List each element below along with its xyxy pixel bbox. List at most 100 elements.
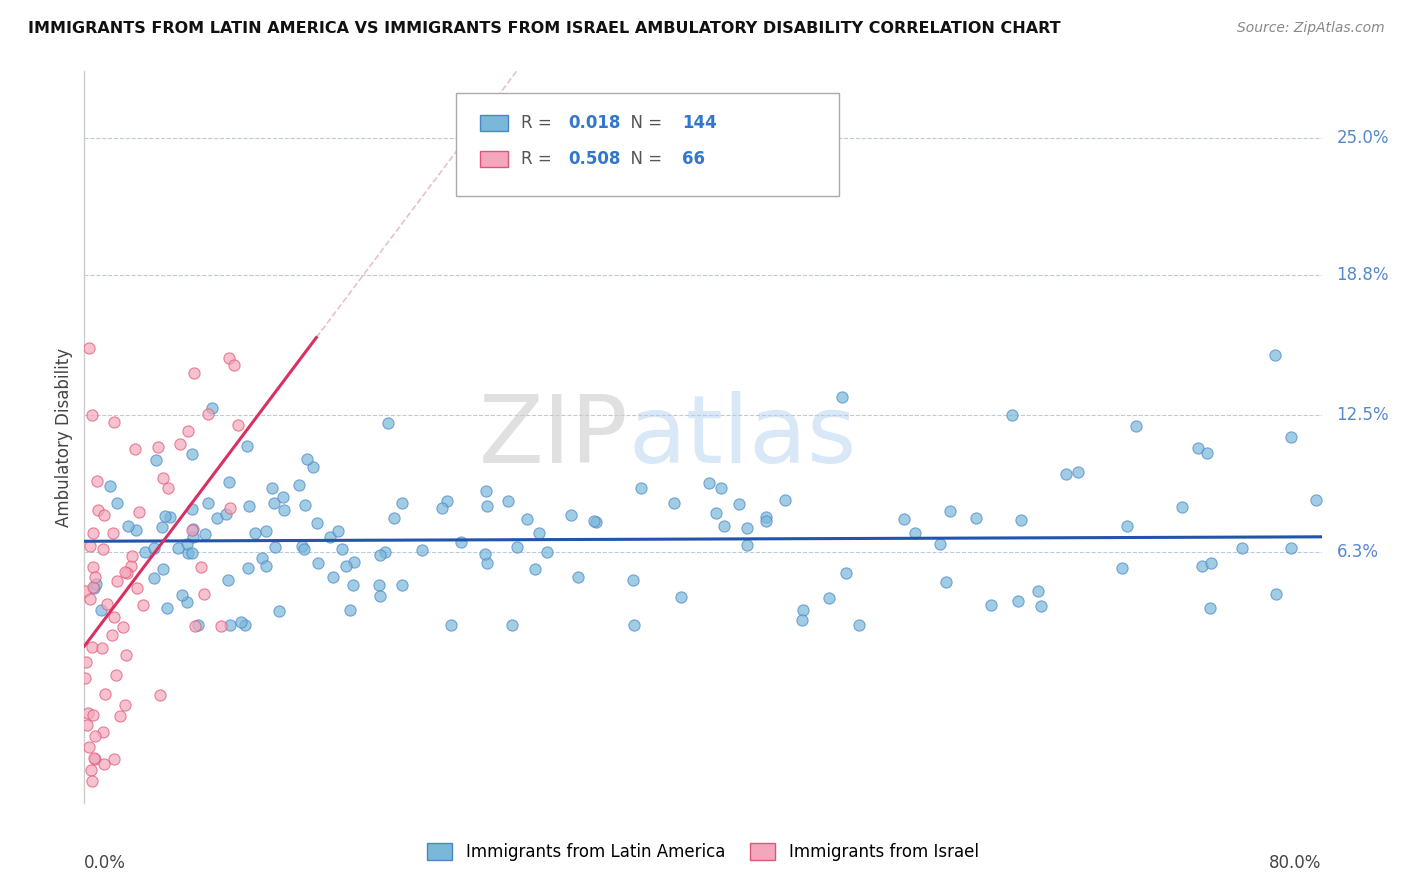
Point — [377, 416, 399, 430]
Point — [254, 524, 277, 538]
Point — [273, 503, 295, 517]
Point — [197, 496, 219, 510]
Point — [1191, 558, 1213, 573]
Point — [152, 471, 174, 485]
Point — [1007, 594, 1029, 608]
Text: ZIP: ZIP — [479, 391, 628, 483]
Point — [76, 718, 98, 732]
Point — [501, 618, 523, 632]
Point — [226, 417, 249, 432]
Y-axis label: Ambulatory Disability: Ambulatory Disability — [55, 348, 73, 526]
Point — [121, 549, 143, 564]
Point — [79, 591, 101, 606]
Point — [307, 516, 329, 530]
Point — [370, 589, 392, 603]
Point — [215, 508, 238, 522]
Point — [80, 640, 103, 654]
Point — [190, 559, 212, 574]
Point — [335, 558, 357, 573]
Point — [128, 505, 150, 519]
Point — [105, 574, 128, 589]
FancyBboxPatch shape — [456, 94, 839, 195]
Point — [713, 518, 735, 533]
Point — [105, 496, 128, 510]
Point — [980, 599, 1002, 613]
Point — [1264, 348, 1286, 362]
Point — [90, 603, 112, 617]
Point — [430, 501, 453, 516]
Point — [83, 569, 105, 583]
Point — [755, 510, 778, 524]
Point — [79, 539, 101, 553]
Point — [167, 541, 190, 555]
Point — [506, 540, 529, 554]
Point — [250, 551, 273, 566]
Point — [287, 478, 309, 492]
Point — [1001, 408, 1024, 422]
Point — [792, 603, 814, 617]
Point — [368, 548, 391, 562]
Point — [193, 587, 215, 601]
Point — [585, 515, 607, 529]
Point — [82, 707, 104, 722]
Point — [929, 537, 952, 551]
FancyBboxPatch shape — [481, 114, 508, 130]
Point — [176, 595, 198, 609]
Point — [159, 509, 181, 524]
Point — [238, 500, 260, 514]
Point — [142, 541, 165, 555]
Point — [662, 496, 685, 510]
Point — [536, 545, 558, 559]
Point — [152, 562, 174, 576]
Point — [621, 574, 644, 588]
Point — [218, 351, 240, 366]
Point — [90, 641, 112, 656]
Point — [516, 511, 538, 525]
Point — [82, 560, 104, 574]
Point — [450, 535, 472, 549]
Point — [1199, 556, 1222, 570]
Point — [124, 442, 146, 456]
Text: 144: 144 — [682, 113, 717, 131]
Point — [115, 566, 138, 581]
Point — [197, 407, 219, 421]
Point — [84, 729, 107, 743]
Point — [254, 558, 277, 573]
Point — [91, 725, 114, 739]
Point — [1230, 541, 1253, 555]
Point — [560, 508, 582, 522]
Point — [529, 525, 551, 540]
Point — [222, 359, 245, 373]
Point — [965, 510, 987, 524]
Point — [172, 588, 194, 602]
Point — [176, 537, 198, 551]
Point — [630, 482, 652, 496]
Point — [181, 502, 204, 516]
Text: 18.8%: 18.8% — [1337, 267, 1389, 285]
Point — [117, 519, 139, 533]
Point — [290, 539, 312, 553]
Point — [1010, 513, 1032, 527]
Point — [1028, 583, 1050, 598]
Point — [342, 578, 364, 592]
Point — [817, 591, 839, 605]
Point — [115, 648, 138, 662]
Point — [145, 453, 167, 467]
Point — [498, 494, 520, 508]
Point — [1111, 561, 1133, 575]
Point — [326, 524, 349, 539]
Point — [217, 573, 239, 587]
Text: 0.018: 0.018 — [568, 113, 620, 131]
Point — [156, 601, 179, 615]
Point — [893, 512, 915, 526]
Point — [93, 756, 115, 771]
Point — [83, 582, 105, 596]
Point — [233, 618, 256, 632]
Point — [82, 526, 104, 541]
Point — [904, 526, 927, 541]
Point — [264, 540, 287, 554]
Point — [475, 499, 498, 513]
Point — [218, 618, 240, 632]
Point — [127, 581, 149, 595]
Point — [194, 526, 217, 541]
